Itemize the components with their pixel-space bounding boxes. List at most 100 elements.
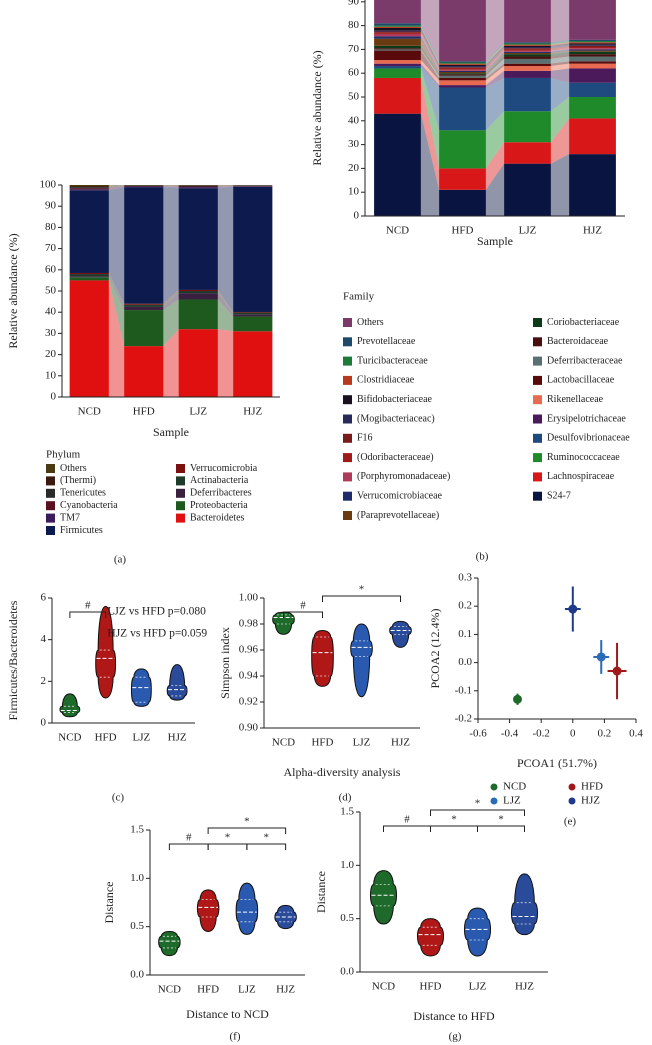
bar-segment — [569, 118, 616, 155]
flow-band — [217, 299, 234, 332]
flow-band — [217, 186, 234, 189]
x-tick-label: LJZ — [238, 984, 256, 996]
bar-segment — [374, 63, 421, 67]
bar-segment — [504, 45, 551, 48]
bar-segment — [374, 26, 421, 28]
legend-swatch — [46, 464, 55, 473]
flow-band — [485, 63, 505, 81]
flow-band — [420, 31, 440, 69]
bar-segment — [439, 73, 486, 75]
x-tick-label: NCD — [386, 225, 409, 237]
bar-segment — [504, 111, 551, 143]
bar-segment — [504, 47, 551, 49]
flow-band — [485, 52, 505, 74]
y-tick-label: 0.2 — [458, 600, 472, 612]
legend-swatch — [176, 476, 185, 486]
flow-band — [163, 289, 179, 305]
flow-band — [550, 154, 570, 216]
flow-band — [217, 329, 234, 397]
y-tick-label: -0.1 — [455, 684, 472, 696]
y-tick-label: 0.96 — [239, 644, 259, 656]
y-axis-label: Distance — [102, 882, 116, 924]
legend-label: Proteobacteria — [190, 500, 248, 511]
x-tick-label: LJZ — [469, 981, 487, 993]
legend-swatch — [343, 511, 352, 520]
legend-label: Clostridiaceae — [357, 375, 415, 386]
significance-bracket — [207, 827, 287, 834]
bar-segment — [504, 77, 551, 112]
bar-segment — [178, 299, 218, 330]
y-tick-label: 80 — [45, 221, 57, 233]
flow-band — [420, 26, 440, 65]
legend-swatch — [533, 395, 542, 405]
flow-band — [550, 49, 570, 53]
flow-band — [550, 77, 570, 112]
y-tick-label: 0.1 — [458, 628, 472, 640]
flow-band — [485, 66, 505, 86]
legend-label: Lachnospiraceae — [547, 471, 615, 482]
flow-band — [420, 38, 440, 74]
bar-segment — [233, 316, 273, 332]
y-tick-label: 0 — [51, 391, 57, 403]
flow-band — [550, 41, 570, 45]
panel-label: (e) — [564, 816, 577, 828]
x-axis-label: Distance to NCD — [186, 1007, 269, 1021]
bar-segment — [504, 43, 551, 45]
bar-segment — [504, 163, 551, 216]
x-tick-label: LJZ — [189, 406, 207, 418]
flow-band — [108, 185, 125, 188]
legend-label: Coriobacteriaceae — [547, 317, 620, 328]
bar-segment — [504, 51, 551, 53]
flow-band — [550, 47, 570, 51]
bar-segment — [124, 186, 164, 188]
legend-swatch — [176, 501, 185, 511]
flow-band — [420, 48, 440, 76]
flow-band — [485, 163, 505, 216]
note: LJZ vs HFD p=0.080 — [107, 606, 206, 618]
bar-segment — [374, 38, 421, 46]
bar-segment — [569, 97, 616, 119]
violin — [235, 882, 259, 935]
y-tick-label: 6 — [41, 592, 47, 604]
flow-band — [217, 185, 234, 186]
bar-segment — [439, 64, 486, 67]
x-tick-label: HJZ — [583, 225, 602, 237]
legend-label: (Odoribacteraceae) — [357, 452, 434, 463]
bar-segment — [69, 190, 109, 273]
flow-band — [485, 51, 505, 73]
y-tick-label: 1.0 — [130, 872, 144, 884]
legend-label: Deferribacteres — [190, 488, 252, 499]
legend-label: Tenericutes — [60, 488, 106, 499]
flow-band — [163, 186, 179, 188]
violin — [510, 873, 539, 936]
bar-segment — [124, 187, 164, 304]
bar-segment — [69, 186, 109, 188]
bar-segment — [504, 52, 551, 55]
flow-band — [420, 36, 440, 73]
bar-segment — [569, 50, 616, 52]
x-tick-label: -0.6 — [469, 728, 487, 740]
flow-band — [108, 186, 125, 190]
bar-segment — [124, 346, 164, 397]
y-tick-label: 1.5 — [340, 806, 354, 818]
bar-segment — [178, 187, 218, 189]
violin — [158, 930, 181, 957]
bar-segment — [374, 23, 421, 26]
x-tick-label: 0.2 — [598, 728, 612, 740]
legend-label: Desulfovibrionaceae — [547, 433, 630, 444]
flow-band — [485, 43, 505, 64]
flow-band — [108, 185, 125, 189]
panel-label: (d) — [339, 792, 352, 804]
y-tick-label: 20 — [348, 162, 360, 174]
legend-label: Erysipelotrichaceae — [547, 413, 626, 424]
point — [596, 652, 606, 662]
bar-segment — [374, 113, 421, 216]
x-tick-label: NCD — [372, 981, 395, 993]
flow-band — [217, 291, 234, 315]
legend-marker — [490, 783, 498, 791]
bar-segment — [439, 69, 486, 71]
significance-bracket — [207, 843, 248, 850]
bar-segment — [439, 77, 486, 81]
violin — [369, 870, 398, 925]
